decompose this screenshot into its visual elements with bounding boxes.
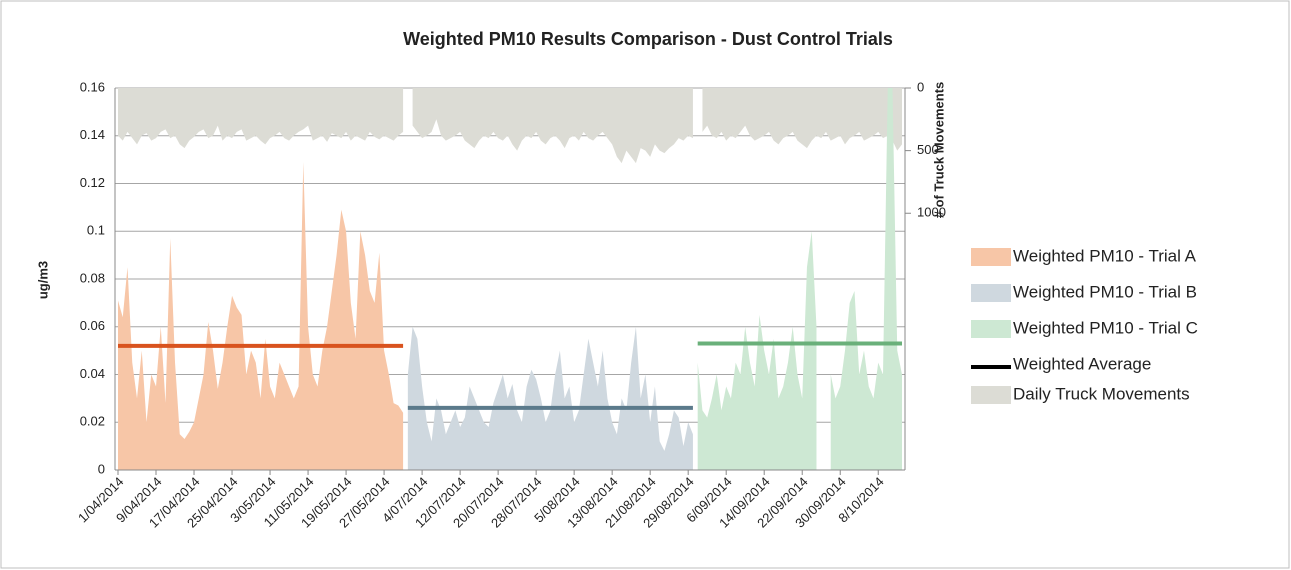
pm10-area [118, 162, 404, 470]
chart-title: Weighted PM10 Results Comparison - Dust … [403, 29, 893, 49]
legend-swatch [971, 386, 1011, 404]
y-tick-label: 0.16 [80, 79, 105, 94]
legend-label: Weighted Average [1013, 354, 1151, 373]
y-tick-label: 0.1 [87, 223, 105, 238]
legend-label: Weighted PM10 - Trial B [1013, 282, 1197, 301]
legend-swatch [971, 284, 1011, 302]
y2-axis-title: # of Truck Movements [931, 82, 946, 219]
legend-label: Weighted PM10 - Trial A [1013, 246, 1197, 265]
legend-swatch [971, 248, 1011, 266]
legend-label: Daily Truck Movements [1013, 384, 1190, 403]
truck-area [118, 88, 902, 164]
legend-swatch [971, 320, 1011, 338]
pm10-area [407, 326, 693, 470]
y-tick-label: 0 [98, 461, 105, 476]
y-tick-label: 0.04 [80, 366, 105, 381]
y-tick-label: 0.12 [80, 175, 105, 190]
pm10-area [697, 88, 902, 470]
y2-tick-label: 1000 [917, 205, 946, 220]
y-tick-label: 0.08 [80, 270, 105, 285]
legend-label: Weighted PM10 - Trial C [1013, 318, 1198, 337]
y-axis-title: ug/m3 [35, 261, 50, 299]
y2-tick-label: 0 [917, 79, 924, 94]
y-tick-label: 0.02 [80, 414, 105, 429]
y-tick-label: 0.06 [80, 318, 105, 333]
y2-tick-label: 500 [917, 142, 939, 157]
y-tick-label: 0.14 [80, 127, 105, 142]
